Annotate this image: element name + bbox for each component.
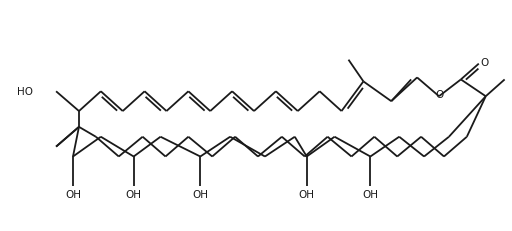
- Text: OH: OH: [65, 189, 81, 199]
- Text: OH: OH: [298, 189, 315, 199]
- Text: O: O: [481, 57, 489, 67]
- Text: OH: OH: [125, 189, 142, 199]
- Text: OH: OH: [362, 189, 378, 199]
- Text: OH: OH: [193, 189, 208, 199]
- Text: HO: HO: [17, 87, 33, 97]
- Text: O: O: [435, 90, 443, 100]
